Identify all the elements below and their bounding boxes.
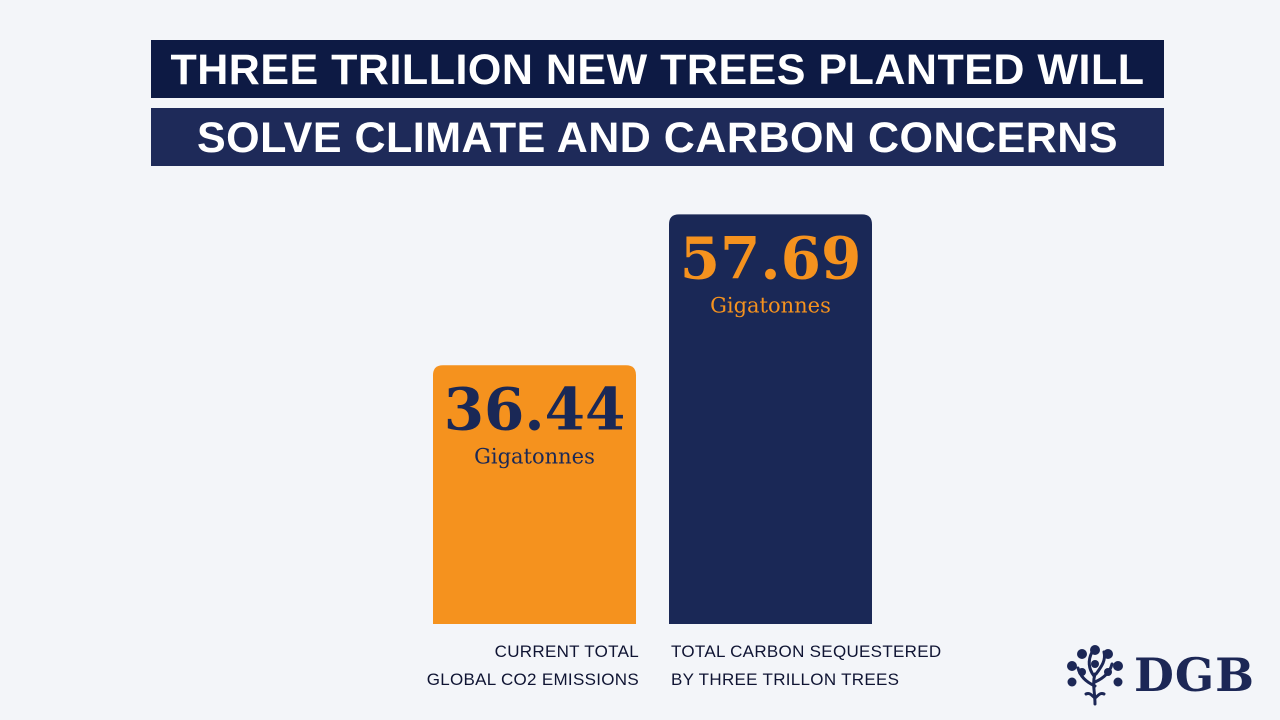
- bar-2: [669, 214, 872, 624]
- title-line-2: SOLVE CLIMATE AND CARBON CONCERNS: [151, 108, 1164, 166]
- category-label-1-line-1: CURRENT TOTAL: [495, 642, 639, 661]
- bar-1: [433, 365, 636, 624]
- category-label-2-line-1: TOTAL CARBON SEQUESTERED: [671, 642, 941, 661]
- bar-value-label-2: 57.69: [680, 224, 862, 292]
- category-label-2-line-2: BY THREE TRILLON TREES: [671, 670, 899, 689]
- title-line-1: THREE TRILLION NEW TREES PLANTED WILL: [151, 40, 1164, 98]
- category-label-1-line-2: GLOBAL CO2 EMISSIONS: [427, 670, 639, 689]
- bar-unit-label-1: Gigatonnes: [474, 444, 595, 468]
- bar-unit-label-2: Gigatonnes: [710, 293, 831, 317]
- bar-value-label-1: 36.44: [444, 375, 626, 443]
- tree-icon: [1067, 645, 1123, 706]
- logo-text: DGB: [1134, 648, 1256, 702]
- dgb-logo: DGB: [1062, 640, 1268, 710]
